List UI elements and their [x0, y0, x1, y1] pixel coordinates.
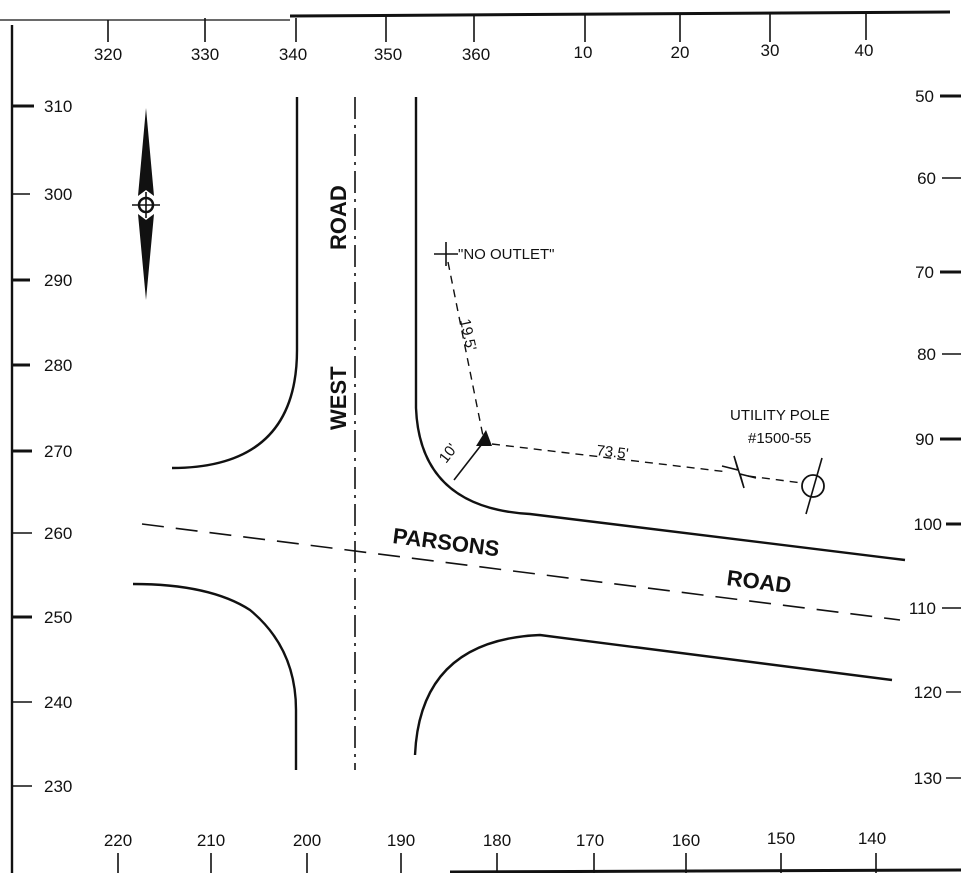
- left-tick-label: 310: [44, 97, 72, 116]
- right-tick-label: 70: [915, 263, 934, 282]
- bottom-tick-label: 150: [767, 829, 795, 848]
- west-road-curb-northeast: [414, 97, 906, 562]
- north-arrow-icon: [132, 108, 160, 300]
- top-tick-label: 330: [191, 45, 219, 64]
- break-symbol-icon: [721, 455, 757, 489]
- bottom-tick-label: 170: [576, 831, 604, 850]
- right-tick-label: 90: [915, 430, 934, 449]
- bottom-tick-label: 140: [858, 829, 886, 848]
- west-road-word-west: WEST: [326, 366, 351, 430]
- top-tick-label: 10: [574, 43, 593, 62]
- bottom-tick-label: 220: [104, 831, 132, 850]
- left-tick-label: 290: [44, 271, 72, 290]
- left-tick-label: 300: [44, 185, 72, 204]
- utility-pole-label-line2: #1500-55: [748, 430, 811, 447]
- left-tick-label: 250: [44, 608, 72, 627]
- top-tick-label: 40: [855, 41, 874, 60]
- left-tick-label: 280: [44, 356, 72, 375]
- top-tick-label: 30: [761, 41, 780, 60]
- curb-dimension-label: 10': [436, 440, 462, 466]
- west-road-curb-northwest: [171, 97, 299, 470]
- utility-pole-label-line1: UTILITY POLE: [730, 407, 830, 424]
- top-tick-label: 350: [374, 45, 402, 64]
- bottom-compass-scale: 220 210 200 190 180 170 160 150 140: [104, 829, 886, 873]
- right-tick-label: 50: [915, 87, 934, 106]
- bottom-tick-label: 180: [483, 831, 511, 850]
- bottom-tick-label: 200: [293, 831, 321, 850]
- reference-point-icon: [476, 430, 492, 446]
- west-road-curb-southwest: [132, 582, 298, 770]
- right-tick-label: 130: [914, 769, 942, 788]
- top-tick-label: 20: [671, 43, 690, 62]
- pole-dimension-line: [491, 443, 729, 473]
- west-road-word-road: ROAD: [326, 185, 351, 250]
- top-compass-scale: 320 330 340 350 360 10 20 30 40: [94, 13, 874, 64]
- parsons-road-word-road: ROAD: [725, 565, 792, 598]
- left-tick-label: 260: [44, 524, 72, 543]
- right-tick-label: 120: [914, 683, 942, 702]
- curb-dimension-line: [453, 443, 483, 481]
- top-tick-label: 320: [94, 45, 122, 64]
- left-tick-label: 240: [44, 693, 72, 712]
- right-tick-label: 100: [914, 515, 942, 534]
- bottom-tick-label: 210: [197, 831, 225, 850]
- parsons-road-centerline: [141, 523, 901, 621]
- right-tick-label: 80: [917, 345, 936, 364]
- parsons-road-word-parsons: PARSONS: [391, 523, 500, 561]
- bottom-tick-label: 160: [672, 831, 700, 850]
- sign-dimension-label: 19.5': [456, 317, 479, 352]
- sign-dimension-line: [447, 261, 484, 437]
- west-road-label: WEST ROAD: [326, 185, 351, 430]
- top-tick-label: 360: [462, 45, 490, 64]
- left-tick-label: 270: [44, 442, 72, 461]
- parsons-road-label: PARSONS ROAD: [391, 523, 792, 598]
- left-tick-label: 230: [44, 777, 72, 796]
- bottom-tick-label: 190: [387, 831, 415, 850]
- west-road-curb-southeast: [413, 633, 893, 756]
- top-tick-label: 340: [279, 45, 307, 64]
- no-outlet-sign-label: "NO OUTLET": [458, 246, 555, 263]
- right-compass-scale: 50 60 70 80 90 100 110 120 130: [909, 87, 961, 788]
- utility-pole-icon: [801, 457, 825, 515]
- right-tick-label: 110: [909, 599, 936, 618]
- sign-post-icon: [434, 242, 458, 266]
- pole-dimension-label: 73.5': [596, 442, 630, 463]
- left-compass-scale: 310 300 290 280 270 260 250 240 230: [12, 97, 72, 796]
- pole-dimension-line-end: [747, 475, 803, 484]
- right-tick-label: 60: [917, 169, 936, 188]
- west-road-curbs: [132, 97, 906, 770]
